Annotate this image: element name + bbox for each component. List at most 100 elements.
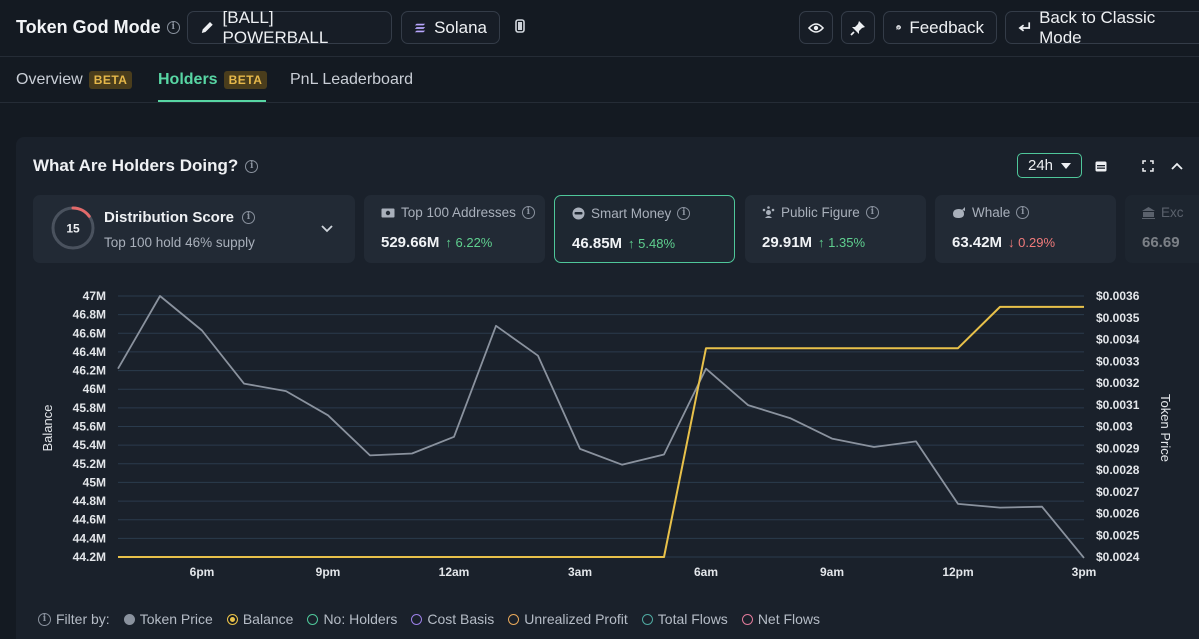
- tab-label: Holders: [158, 71, 218, 88]
- y2-tick-label: $0.0028: [1096, 463, 1140, 477]
- copy-icon[interactable]: [513, 19, 527, 40]
- filter-item-total-flows[interactable]: Total Flows: [641, 611, 728, 627]
- card-value: 66.69: [1142, 234, 1180, 251]
- tab-holders[interactable]: Holders BETA: [158, 71, 268, 89]
- calendar-icon: [1095, 161, 1106, 171]
- feedback-button[interactable]: Feedback: [883, 11, 997, 44]
- fullscreen-button[interactable]: [1134, 153, 1161, 178]
- public-figure-icon: [762, 206, 775, 218]
- y2-axis-title: Token Price: [1158, 394, 1173, 462]
- filter-item-unrealized-profit[interactable]: Unrealized Profit: [508, 611, 628, 627]
- card-change-value: 0.29%: [1018, 235, 1056, 250]
- info-icon[interactable]: i: [865, 206, 879, 219]
- token-selector-button[interactable]: [BALL] POWERBALL: [187, 8, 392, 47]
- arrow-down-icon: ↓: [1008, 235, 1015, 250]
- chain-selector-button[interactable]: Solana: [401, 11, 500, 44]
- y-tick-label: 44.4M: [73, 531, 106, 545]
- card-value: 529.66M: [381, 234, 440, 251]
- filter-label-text: Filter by:: [56, 611, 110, 627]
- card-value-row: 63.42M ↓ 0.29%: [952, 234, 1055, 251]
- arrow-up-icon: ↑: [818, 235, 825, 250]
- y-tick-label: 45M: [83, 475, 106, 489]
- pin-icon: [850, 20, 865, 36]
- top-bar: Token God Mode i [BALL] POWERBALL Solana…: [0, 0, 1199, 57]
- y-tick-label: 46M: [83, 382, 106, 396]
- filter-dot-icon: [307, 613, 319, 625]
- exchange-icon: [1142, 206, 1155, 219]
- info-icon[interactable]: i: [38, 612, 51, 626]
- y-tick-label: 46.4M: [73, 345, 106, 359]
- filter-item-label: Net Flows: [757, 611, 821, 627]
- y2-tick-label: $0.003: [1096, 420, 1133, 434]
- filter-item-no-holders[interactable]: No: Holders: [307, 611, 397, 627]
- y2-tick-label: $0.0033: [1096, 354, 1140, 368]
- filter-item-label: Unrealized Profit: [524, 611, 628, 627]
- card-change-value: 5.48%: [638, 236, 676, 251]
- whale-icon: [953, 207, 965, 218]
- info-icon[interactable]: i: [245, 159, 259, 173]
- calendar-button[interactable]: [1087, 153, 1114, 178]
- x-tick-label: 12pm: [942, 565, 973, 579]
- public-figure-card[interactable]: Public Figure i 29.91M ↑ 1.35%: [745, 195, 926, 263]
- x-tick-label: 6pm: [190, 565, 215, 579]
- watch-button[interactable]: [799, 11, 833, 44]
- tab-overview[interactable]: Overview BETA: [16, 71, 133, 89]
- money-icon: [381, 208, 395, 217]
- top-100-addresses-card[interactable]: Top 100 Addresses i 529.66M ↑ 6.22%: [364, 195, 545, 263]
- info-icon[interactable]: i: [521, 206, 535, 219]
- filter-item-label: Cost Basis: [427, 611, 495, 627]
- y-tick-label: 45.6M: [73, 420, 106, 434]
- exchange-card[interactable]: Exc 66.69: [1125, 195, 1199, 263]
- whale-card[interactable]: Whale i 63.42M ↓ 0.29%: [935, 195, 1116, 263]
- filter-item-balance[interactable]: Balance: [226, 611, 294, 627]
- filter-item-label: Balance: [242, 611, 294, 627]
- distribution-score-card[interactable]: 15 Distribution Score i Top 100 hold 46%…: [33, 195, 355, 263]
- info-icon[interactable]: i: [677, 207, 691, 220]
- y-tick-label: 46.2M: [73, 364, 106, 378]
- filter-item-token-price[interactable]: Token Price: [123, 611, 213, 627]
- panel-title-text: What Are Holders Doing?: [33, 156, 239, 175]
- distribution-score-ring: 15: [51, 206, 95, 250]
- expand-icon: [1141, 159, 1154, 172]
- filter-item-net-flows[interactable]: Net Flows: [741, 611, 821, 627]
- card-label: Top 100 Addresses i: [381, 205, 535, 220]
- return-icon: [1018, 21, 1031, 31]
- smart-money-card[interactable]: Smart Money i 46.85M ↑ 5.48%: [554, 195, 735, 263]
- distribution-score-value: 15: [66, 222, 80, 236]
- y-tick-label: 45.4M: [73, 438, 106, 452]
- chevron-down-icon[interactable]: [321, 225, 333, 233]
- tab-label: Overview: [16, 71, 83, 88]
- y-tick-label: 44.2M: [73, 550, 106, 564]
- info-icon[interactable]: i: [242, 211, 256, 224]
- eye-icon: [808, 22, 824, 33]
- card-value: 46.85M: [572, 235, 623, 252]
- distribution-score-title: Distribution Score i: [104, 209, 256, 226]
- classic-mode-button[interactable]: Back to Classic Mode: [1005, 8, 1199, 47]
- holders-balance-chart: 47M 46.8M 46.6M 46.4M 46.2M 46M 45.8M 45.6M 45.4…: [40, 289, 1173, 579]
- card-label-text: Exc: [1161, 205, 1184, 220]
- y-tick-label: 45.2M: [73, 457, 106, 471]
- y2-tick-label: $0.0029: [1096, 441, 1140, 455]
- collapse-button[interactable]: [1163, 153, 1190, 178]
- info-icon[interactable]: i: [166, 21, 180, 34]
- filter-item-label: Total Flows: [657, 611, 728, 627]
- card-value: 63.42M: [952, 234, 1003, 251]
- tab-bar: Overview BETA Holders BETA PnL Leaderboa…: [0, 57, 1199, 103]
- filter-dot-icon: [123, 613, 135, 625]
- tab-pnl-leaderboard[interactable]: PnL Leaderboard: [290, 71, 413, 89]
- y2-tick-label: $0.0035: [1096, 311, 1140, 325]
- beta-badge: BETA: [223, 71, 268, 89]
- beta-badge: BETA: [88, 71, 133, 89]
- pin-button[interactable]: [841, 11, 875, 44]
- card-value-row: 529.66M ↑ 6.22%: [381, 234, 492, 251]
- y-axis-title: Balance: [40, 405, 55, 452]
- filter-item-cost-basis[interactable]: Cost Basis: [411, 611, 494, 627]
- y2-tick-label: $0.0031: [1096, 398, 1140, 412]
- y2-tick-label: $0.0027: [1096, 485, 1140, 499]
- time-range-select[interactable]: 24h: [1017, 153, 1082, 178]
- card-change: ↓ 0.29%: [1008, 235, 1055, 250]
- info-icon[interactable]: i: [1016, 206, 1030, 219]
- x-tick-label: 12am: [439, 565, 470, 579]
- x-tick-label: 6am: [694, 565, 718, 579]
- card-value-row: 66.69: [1142, 234, 1180, 251]
